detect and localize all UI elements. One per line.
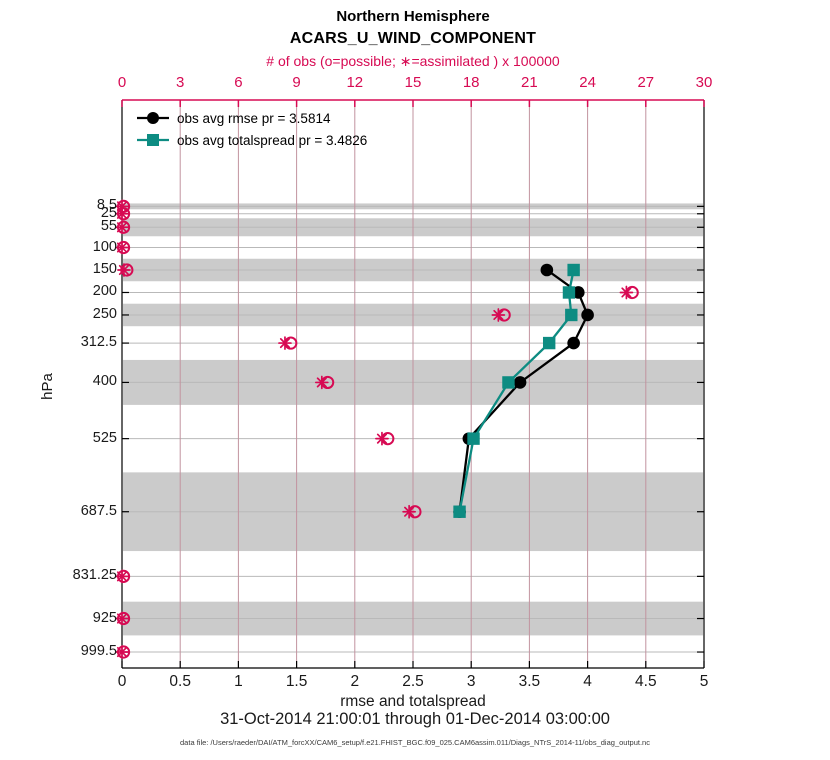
y-tick-label: 200 — [92, 283, 117, 300]
plot-title: Northern Hemisphere — [336, 8, 490, 25]
top-tick-label: 0 — [117, 74, 127, 91]
possible-circle-marker — [284, 336, 298, 350]
possible-circle-marker — [120, 263, 134, 277]
y-tick-label: 150 — [92, 260, 117, 277]
bottom-tick-label: 0 — [117, 673, 127, 690]
y-tick-label: 831.25 — [72, 567, 117, 584]
y-tick-label: 400 — [92, 373, 117, 390]
top-tick-label: 9 — [292, 74, 301, 91]
bottom-tick-label: 5 — [699, 673, 709, 690]
top-tick-label: 21 — [521, 74, 538, 91]
rmse-marker — [567, 336, 580, 350]
possible-circle-marker — [116, 207, 131, 221]
totalspread-marker — [453, 505, 466, 518]
y-axis-tick-labels: 8.5 25 55 100 150 200 250 312.5 400 525 687.5 831.2… — [0, 0, 117, 760]
possible-circle-marker — [116, 645, 131, 659]
legend-label: obs avg rmse pr = 3.5814 — [177, 110, 331, 126]
legend-item: obs avg totalspread pr = 3.4826 — [136, 129, 367, 151]
possible-circle-marker — [116, 611, 131, 626]
possible-circle-marker — [381, 432, 395, 446]
y-tick-label: 8.5 — [96, 197, 117, 214]
possible-circle-marker — [116, 240, 131, 255]
data-file-path: data file: /Users/raeder/DAI/ATM_forcXX/… — [180, 738, 650, 747]
totalspread-marker — [542, 336, 556, 350]
plot-subtitle: ACARS_U_WIND_COMPONENT — [289, 30, 537, 47]
legend-item: obs avg rmse pr = 3.5814 — [136, 107, 367, 129]
top-tick-label: 30 — [695, 74, 713, 91]
top-tick-label: 15 — [404, 74, 422, 91]
y-tick-label: 25 — [100, 204, 117, 221]
x-axis-label: rmse and totalspread — [340, 693, 486, 710]
top-tick-label: 24 — [579, 74, 596, 91]
bottom-tick-label: 4 — [583, 673, 592, 690]
totalspread-marker — [467, 432, 480, 445]
bottom-tick-label: 2.5 — [402, 673, 424, 690]
rmse-marker — [581, 308, 594, 322]
bottom-tick-label: 2 — [350, 673, 360, 690]
totalspread-marker — [562, 286, 576, 299]
top-axis-label: # of obs (o=possible; ∗=assimilated ) x … — [266, 53, 560, 69]
bottom-tick-label: 3 — [466, 673, 476, 690]
y-tick-label: 999.5 — [80, 643, 117, 660]
possible-circle-marker — [497, 308, 511, 322]
legend-sample — [137, 134, 169, 146]
legend-circle-marker-icon — [147, 112, 159, 124]
possible-circle-marker — [408, 505, 422, 519]
legend-sample — [137, 112, 169, 124]
y-tick-label: 100 — [92, 238, 117, 255]
top-tick-label: 6 — [234, 74, 243, 91]
bottom-tick-label: 1.5 — [285, 673, 308, 690]
y-tick-label: 312.5 — [80, 334, 117, 351]
y-tick-label: 925 — [92, 609, 117, 626]
possible-circle-marker — [625, 285, 639, 300]
y-tick-label: 55 — [100, 218, 117, 235]
rmse-marker — [513, 376, 527, 389]
totalspread-marker — [502, 376, 515, 389]
totalspread-marker — [567, 263, 580, 277]
totalspread-marker — [565, 308, 578, 322]
possible-circle-marker — [116, 569, 131, 583]
top-tick-label: 12 — [346, 74, 364, 91]
bottom-tick-label: 3.5 — [518, 673, 541, 690]
bottom-tick-label: 0.5 — [169, 673, 191, 690]
possible-circle-marker — [321, 375, 335, 390]
legend-label: obs avg totalspread pr = 3.4826 — [177, 132, 368, 148]
y-tick-label: 525 — [92, 429, 117, 446]
top-tick-label: 3 — [176, 74, 185, 91]
y-tick-label: 687.5 — [80, 502, 117, 519]
top-axis-tick-labels: 0 3 6 9 12 15 18 21 24 27 30 — [0, 74, 830, 92]
legend: obs avg rmse pr = 3.5814 obs avg totalspr… — [136, 107, 367, 151]
bottom-tick-label: 4.5 — [635, 673, 657, 690]
bottom-axis-tick-labels: 0 0.5 1 1.5 2 2.5 3 3.5 4 4.5 5 — [0, 673, 830, 691]
top-tick-label: 27 — [637, 74, 655, 91]
possible-circle-marker — [116, 220, 131, 234]
top-tick-label: 18 — [462, 74, 480, 91]
legend-square-marker-icon — [147, 134, 159, 146]
rmse-marker — [540, 263, 554, 277]
y-tick-label: 250 — [92, 305, 117, 322]
date-range: 31-Oct-2014 21:00:01 through 01-Dec-2014… — [220, 710, 610, 728]
bottom-tick-label: 1 — [234, 673, 243, 690]
